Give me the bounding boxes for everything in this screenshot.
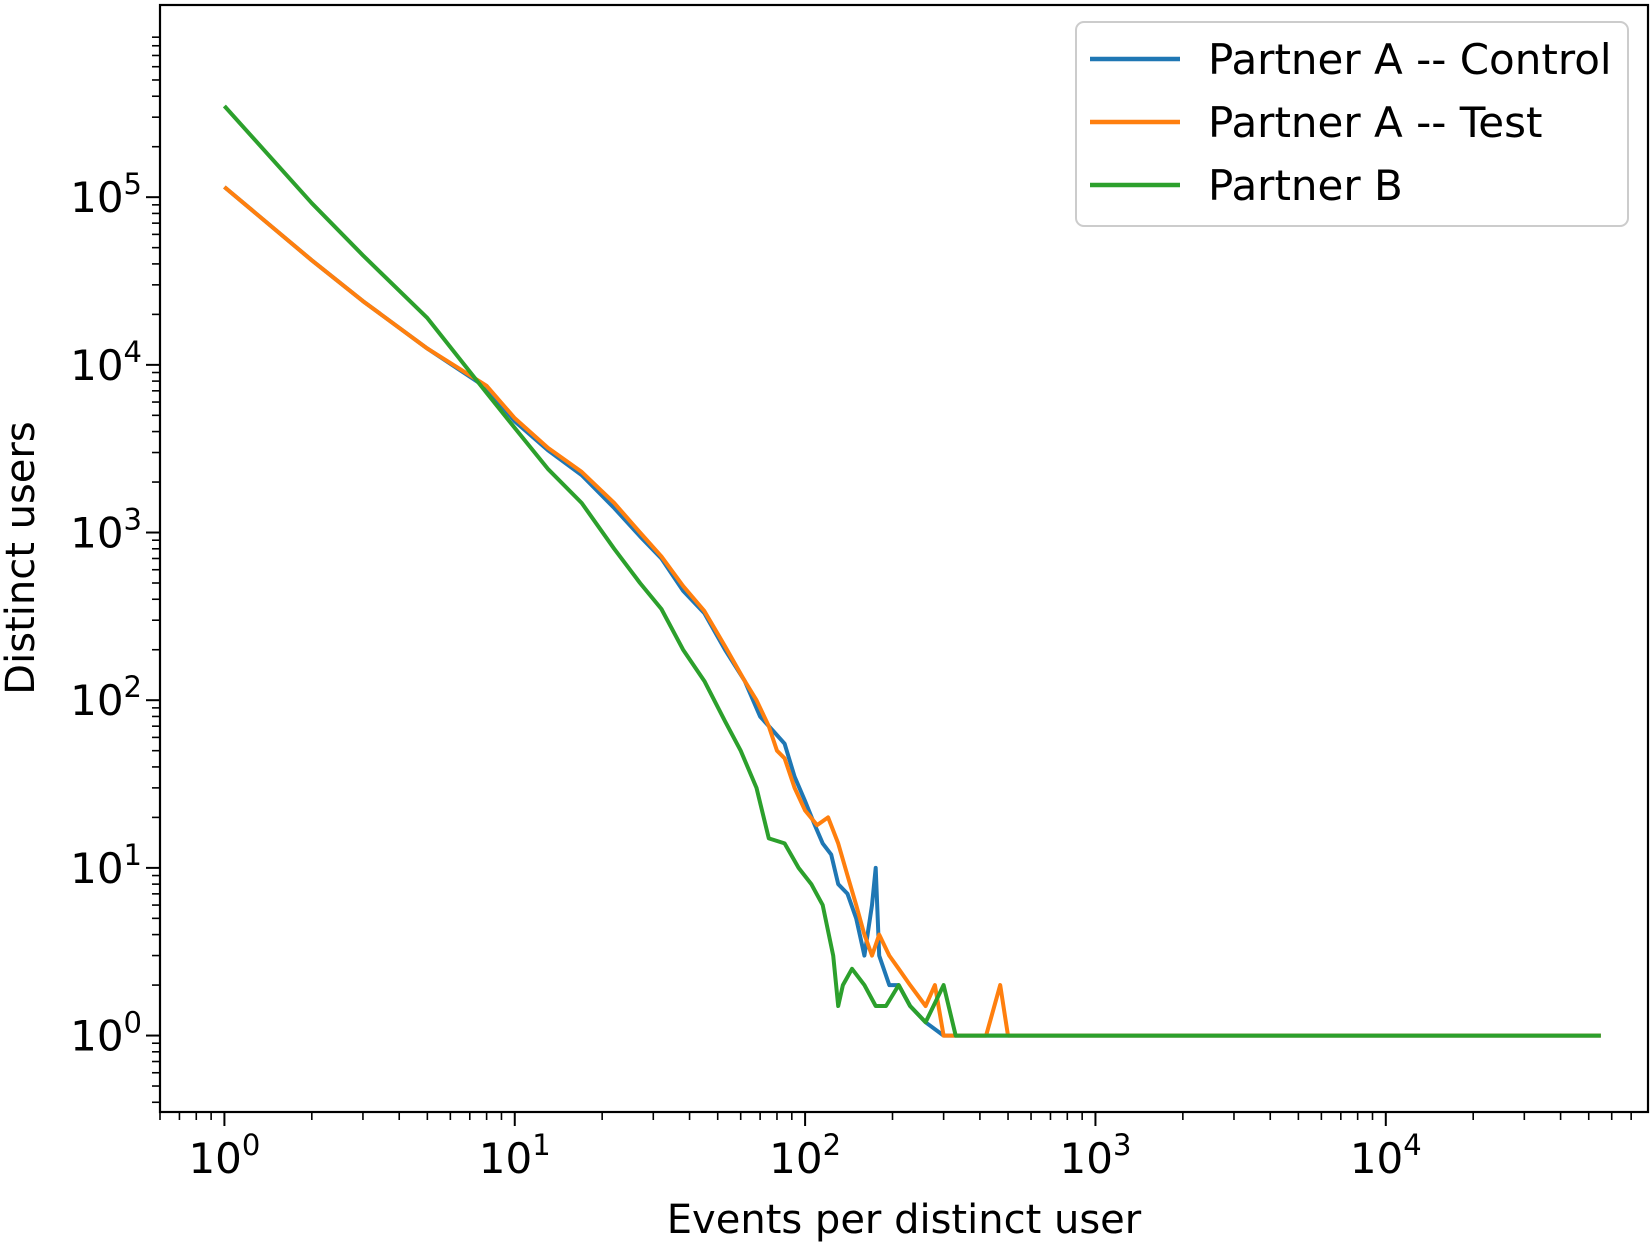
x-tick-label-1: 101 xyxy=(479,1128,551,1183)
y-axis-label: Distinct users xyxy=(0,421,44,694)
legend-label-0: Partner A -- Control xyxy=(1208,35,1612,84)
legend-label-1: Partner A -- Test xyxy=(1208,98,1542,147)
y-tick-label-4: 104 xyxy=(70,335,142,390)
x-tick-label-3: 103 xyxy=(1059,1128,1131,1183)
y-tick-label-2: 102 xyxy=(70,670,142,725)
legend-label-2: Partner B xyxy=(1208,161,1403,210)
legend: Partner A -- Control Partner A -- Test Par… xyxy=(1075,21,1629,227)
y-tick-label-1: 101 xyxy=(70,838,142,893)
x-axis-label: Events per distinct user xyxy=(667,1197,1142,1242)
series-line-0 xyxy=(223,185,1601,1038)
y-tick-label-3: 103 xyxy=(70,503,142,558)
x-tick-label-2: 102 xyxy=(769,1128,841,1183)
x-tick-label-4: 104 xyxy=(1350,1128,1422,1183)
legend-box xyxy=(1075,21,1629,227)
tick-layer: 100 101 102 103 104 100 101 102 103 104 105 xyxy=(70,36,1632,1183)
y-tick-label-5: 105 xyxy=(70,167,142,222)
x-tick-label-0: 100 xyxy=(188,1128,260,1183)
plot-series-layer xyxy=(222,104,1601,1038)
series-line-1 xyxy=(223,185,1601,1038)
series-line-2 xyxy=(222,104,1601,1038)
y-tick-label-0: 100 xyxy=(70,1006,142,1061)
